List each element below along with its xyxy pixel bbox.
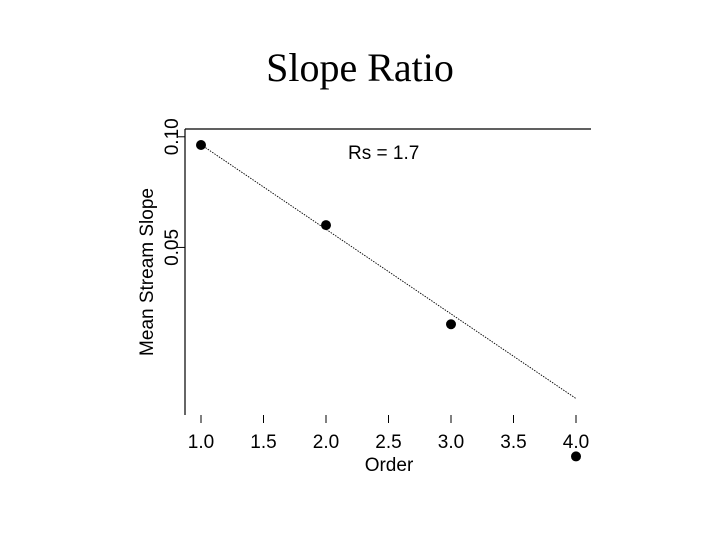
data-point <box>321 220 331 231</box>
y-tick-label: 0.10 <box>162 118 183 155</box>
y-axis-title: Mean Stream Slope <box>137 188 158 356</box>
x-tick-label: 2.5 <box>375 432 401 453</box>
data-point <box>571 451 581 462</box>
x-tick-label: 3.5 <box>500 432 526 453</box>
data-point <box>196 139 206 150</box>
x-tick-label: 1.5 <box>250 432 276 453</box>
x-tick-label: 1.0 <box>188 432 214 453</box>
fit-line <box>200 144 577 399</box>
x-tick-label: 3.0 <box>438 432 464 453</box>
x-tick-label: 4.0 <box>563 432 589 453</box>
fit-line-group <box>200 144 577 399</box>
x-tick-label: 2.0 <box>313 432 339 453</box>
y-tick-label: 0.05 <box>162 229 183 266</box>
chart-title: Slope Ratio <box>266 45 454 90</box>
data-point <box>446 319 456 330</box>
x-axis-title: Order <box>365 455 414 476</box>
annotation-text: Rs = 1.7 <box>348 143 419 164</box>
data-points-group <box>196 139 581 462</box>
axes-group: 1.0 1.5 2.0 2.5 3.0 3.5 4.0 0.05 0.10 <box>162 118 591 453</box>
